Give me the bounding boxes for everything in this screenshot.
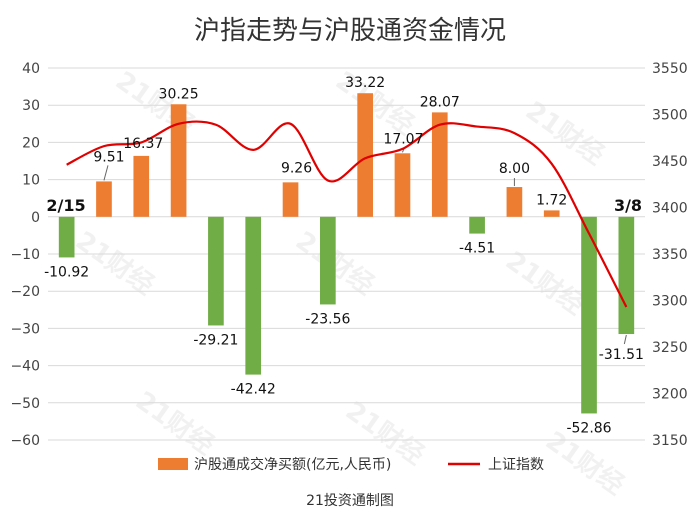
bar-label-2: 16.37: [123, 136, 163, 152]
watermark-text-6: 21财经: [130, 385, 220, 461]
index-line-series: [66, 120, 628, 308]
label-leader-lines: [103, 147, 627, 345]
chart-title: 沪指走势与沪股通资金情况: [194, 16, 506, 46]
left-tick-label: −30: [10, 321, 40, 337]
right-axis-ticks: 3550 3500 3450 3400 3350 3300 3250 3200 3150: [652, 61, 688, 449]
bar-label-8: 33.22: [345, 75, 385, 91]
right-tick-label: 3550: [652, 61, 688, 77]
bar-2: [133, 155, 150, 217]
left-tick-label: −60: [10, 433, 40, 449]
bar-label-10: 28.07: [420, 94, 460, 110]
end-date-label: 3/8: [614, 196, 642, 215]
left-tick-label: 0: [31, 210, 40, 226]
bar-label-13: 1.72: [536, 192, 567, 208]
legend: 沪股通成交净买额(亿元,人民币) 上证指数: [158, 456, 544, 473]
left-tick-label: −40: [10, 359, 40, 375]
bar-15: [618, 216, 635, 335]
right-tick-label: 3350: [652, 247, 688, 263]
credit-text: 21投资通制图: [306, 493, 394, 509]
bar-label-0: -10.92: [44, 264, 89, 280]
right-tick-label: 3200: [652, 387, 688, 403]
bar-14: [581, 216, 597, 414]
bar-series: [58, 93, 635, 414]
left-tick-label: −10: [10, 247, 40, 263]
start-date-label: 2/15: [46, 196, 85, 215]
right-tick-label: 3300: [652, 294, 688, 310]
bar-label-1: 9.51: [93, 149, 124, 165]
left-tick-label: −50: [10, 396, 40, 412]
left-tick-label: 30: [22, 98, 40, 114]
bar-12: [506, 187, 523, 217]
bar-9: [394, 153, 411, 217]
bar-5: [245, 216, 262, 375]
right-tick-label: 3500: [652, 108, 688, 124]
leader-15: [623, 334, 627, 345]
bar-7: [320, 216, 336, 305]
bar-label-5: -42.42: [231, 382, 276, 398]
legend-bar-swatch: [158, 458, 188, 470]
bar-label-7: -23.56: [305, 311, 350, 327]
bar-0: [58, 216, 75, 258]
left-axis-ticks: 40 30 20 10 0 −10 −20 −30 −40 −50 −60: [10, 61, 40, 449]
bar-label-11: -4.51: [459, 241, 495, 257]
bar-11: [469, 216, 485, 234]
left-tick-label: 10: [22, 173, 40, 189]
watermark-text-3: 21财经: [70, 225, 160, 301]
bar-label-12: 8.00: [499, 161, 530, 177]
bar-1: [96, 181, 112, 217]
bar-label-4: -29.21: [193, 332, 238, 348]
watermark-text-2: 21财经: [520, 95, 610, 171]
index-line: [66, 120, 628, 308]
bar-label-15: -31.51: [599, 347, 644, 363]
watermarks: 21财经21财经21财经21财经21财经21财经21财经21财经21财经: [70, 65, 630, 501]
bar-label-6: 9.26: [281, 160, 312, 176]
right-tick-label: 3150: [652, 433, 688, 449]
right-tick-label: 3400: [652, 201, 688, 217]
bar-4: [208, 216, 224, 326]
watermark-text-5: 21财经: [500, 245, 590, 321]
bar-label-3: 30.25: [159, 86, 199, 102]
bar-10: [431, 112, 448, 217]
right-tick-label: 3250: [652, 340, 688, 356]
bar-3: [170, 104, 187, 217]
bar-8: [357, 93, 373, 217]
leader-1: [103, 165, 109, 181]
legend-bar-label: 沪股通成交净买额(亿元,人民币): [194, 456, 391, 473]
legend-line-label: 上证指数: [488, 457, 544, 473]
bar-label-14: -52.86: [566, 420, 611, 436]
left-tick-label: −20: [10, 284, 40, 300]
left-tick-label: 40: [22, 61, 40, 77]
bar-13: [543, 210, 560, 217]
right-tick-label: 3450: [652, 154, 688, 170]
bar-label-9: 17.07: [383, 131, 423, 147]
left-tick-label: 20: [22, 135, 40, 151]
bar-6: [282, 182, 299, 217]
